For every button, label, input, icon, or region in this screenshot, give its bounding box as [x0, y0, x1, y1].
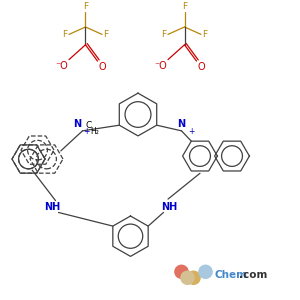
- Circle shape: [187, 271, 200, 284]
- Text: O: O: [197, 62, 205, 72]
- Text: ⁻O: ⁻O: [154, 61, 167, 70]
- Text: +: +: [83, 127, 90, 136]
- Text: Chem: Chem: [214, 270, 248, 280]
- Text: N: N: [73, 119, 81, 129]
- Text: H₂: H₂: [90, 127, 99, 136]
- Text: F: F: [62, 30, 68, 39]
- Text: N: N: [177, 119, 186, 129]
- Circle shape: [175, 265, 188, 278]
- Text: .com: .com: [238, 270, 267, 280]
- Text: ⁻O: ⁻O: [55, 61, 68, 70]
- Text: NH: NH: [161, 202, 178, 212]
- Text: F: F: [83, 2, 88, 10]
- Text: F: F: [202, 30, 208, 39]
- Text: F: F: [161, 30, 166, 39]
- Text: O: O: [98, 62, 106, 72]
- Circle shape: [181, 271, 194, 284]
- Text: +: +: [188, 127, 195, 136]
- Text: C: C: [85, 121, 92, 130]
- Circle shape: [199, 265, 212, 278]
- Text: F: F: [103, 30, 109, 39]
- Text: NH: NH: [44, 202, 61, 212]
- Text: F: F: [182, 2, 187, 10]
